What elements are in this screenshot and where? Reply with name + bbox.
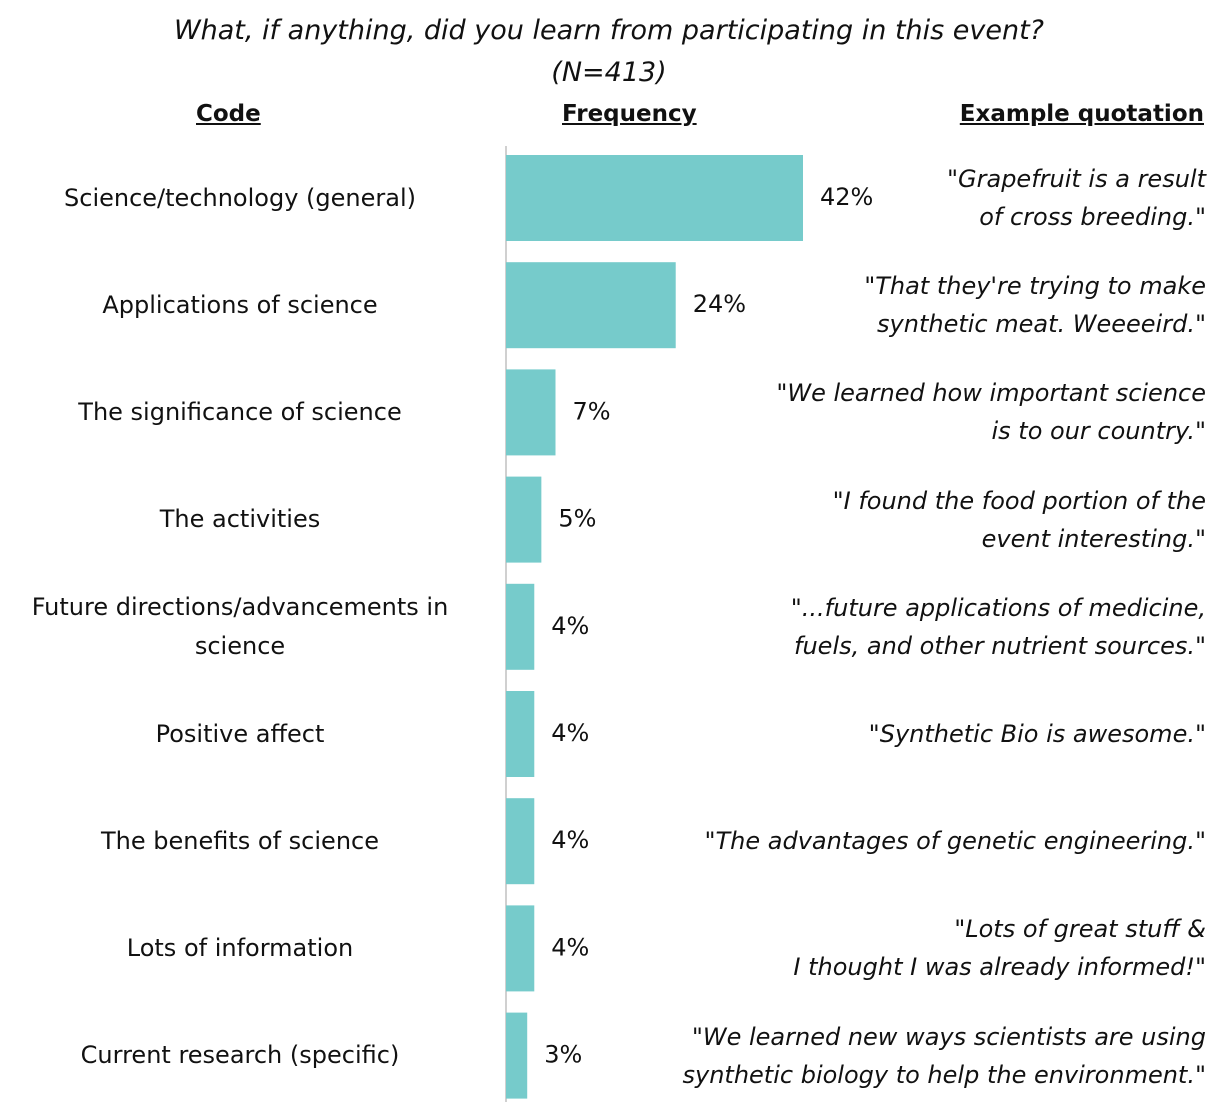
category-label: Science/technology (general) [64, 183, 416, 212]
example-quote: "Lots of great stuff & I thought I was a… [793, 915, 1206, 982]
category-label: Lots of information [126, 933, 354, 962]
bar [506, 369, 556, 456]
bar [506, 905, 535, 992]
bar [506, 476, 542, 563]
example-quote: "We learned how important science is to … [776, 379, 1206, 446]
category-label: Current research (specific) [80, 1041, 400, 1070]
frequency-column-header: Frequency [562, 101, 697, 127]
example-quote: "Synthetic Bio is awesome." [868, 720, 1206, 748]
bar-value-label: 4% [551, 612, 589, 640]
example-quote: "That they're trying to make synthetic m… [864, 272, 1206, 339]
bar-value-label: 42% [820, 183, 873, 211]
bar [506, 155, 803, 241]
bar [506, 691, 535, 777]
bar [506, 798, 535, 885]
bar [506, 262, 676, 349]
bar [506, 583, 535, 670]
category-label: The activities [159, 505, 321, 534]
example-quote: "I found the food portion of the event i… [832, 486, 1206, 553]
category-label: Applications of science [102, 290, 378, 319]
bar-value-label: 4% [551, 719, 589, 747]
bar-value-label: 24% [693, 290, 746, 318]
bar-value-label: 5% [558, 505, 596, 533]
example-quote: "The advantages of genetic engineering." [704, 827, 1206, 856]
bar-value-label: 7% [573, 397, 611, 425]
bar-value-label: 4% [551, 826, 589, 854]
chart-subtitle: (N=413) [551, 57, 667, 88]
bar-value-label: 3% [544, 1041, 582, 1069]
bar-value-label: 4% [551, 933, 589, 961]
chart-title: What, if anything, did you learn from pa… [0, 10, 1218, 94]
category-label: The significance of science [78, 397, 402, 426]
example-quote: "We learned new ways scientists are usin… [682, 1022, 1207, 1089]
chart-title-text: What, if anything, did you learn from pa… [173, 15, 1045, 46]
category-label: Positive affect [155, 719, 325, 748]
example-quote: "Grapefruit is a result of cross breedin… [946, 165, 1206, 231]
quote-column-header: Example quotation [959, 101, 1204, 127]
code-column-header: Code [196, 101, 261, 127]
category-label: Future directions/advancements in scienc… [31, 592, 449, 660]
bar [506, 1012, 528, 1099]
category-label: The benefits of science [101, 826, 379, 855]
example-quote: "...future applications of medicine, fue… [790, 593, 1206, 660]
